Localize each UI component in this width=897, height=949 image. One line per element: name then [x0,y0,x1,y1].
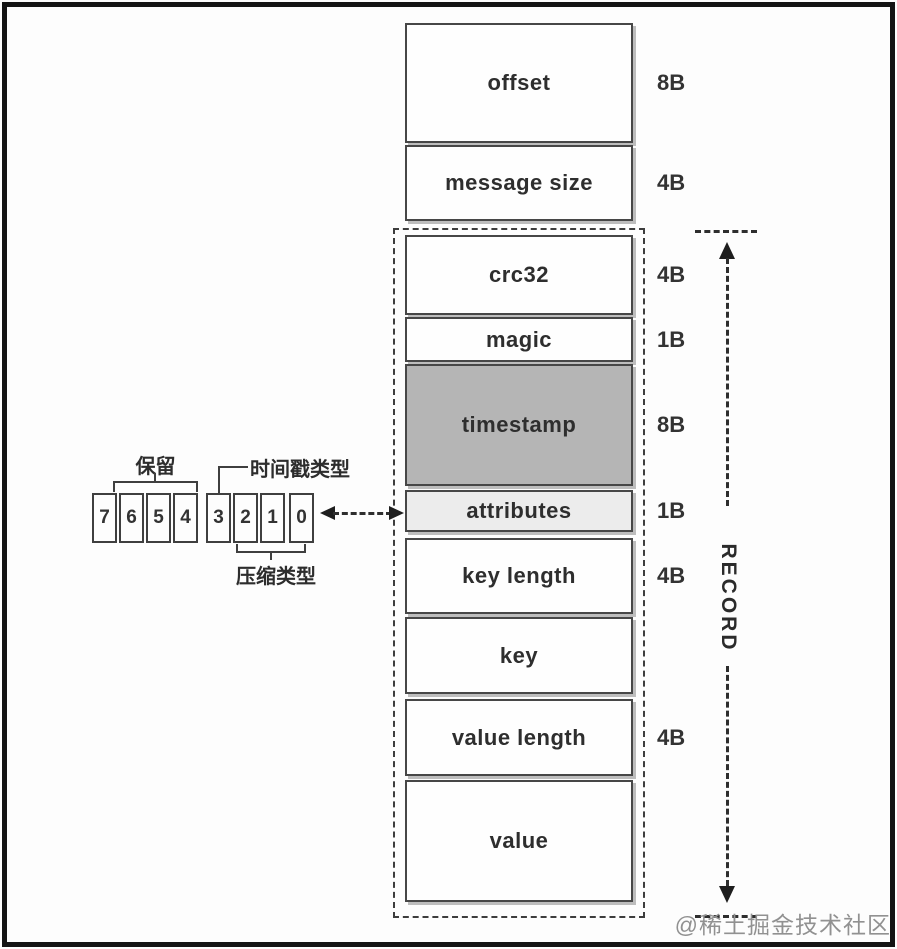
field-label: magic [485,326,553,352]
field-box-key: key [405,617,633,694]
field-row-key: key [405,617,735,694]
compression-type-label: 压缩类型 [236,566,316,588]
record-extent-bottom-tick [695,915,757,918]
field-size-label: 4B [657,170,686,195]
reserved-bits-bracket [113,481,198,492]
field-label: timestamp [461,412,577,437]
field-box-timestamp: timestamp [405,364,633,486]
field-row-message-size: message size 4B [405,145,735,221]
field-size-label: 4B [657,724,686,750]
field-box-value: value [405,780,633,902]
record-dashed-boundary [393,228,645,918]
record-extent-top-tick [695,230,757,233]
field-size-label: 4B [657,262,686,287]
field-size-label: 1B [657,326,686,352]
bit-cell-3: 3 [206,493,231,543]
field-row-value-length: value length 4B [405,699,735,776]
field-label: message size [445,170,593,195]
field-label: crc32 [488,262,549,287]
reserved-bits-label: 保留 [135,456,176,478]
record-arrow-down-icon [719,886,735,903]
field-box-crc32: crc32 [405,235,633,315]
record-arrow-upper-line [726,258,729,506]
field-row-value: value [405,780,735,902]
record-arrow-up-icon [719,242,735,259]
bit-cell-1: 1 [260,493,285,543]
field-label: key [499,642,539,668]
field-row-magic: magic 1B [405,317,735,362]
field-size-label: 1B [657,498,686,523]
field-label: key length [462,563,576,588]
field-size-label: 4B [657,563,686,588]
field-row-attributes: attributes 1B [405,490,735,532]
field-size-label: 8B [657,412,686,437]
timestamp-type-connector-line [218,466,248,495]
field-box-magic: magic [405,317,633,362]
field-box-offset: offset [405,23,633,143]
field-label: value length [451,724,587,750]
record-label: RECORD [717,543,740,653]
field-box-key-length: key length [405,538,633,614]
bits-arrow-right-icon [389,506,404,520]
field-size-label: 8B [657,70,686,95]
record-arrow-lower-line [726,666,729,886]
bit-cell-4: 4 [173,493,198,543]
bit-cell-7: 7 [92,493,117,543]
bits-to-attributes-arrow-line [333,512,392,515]
timestamp-type-label: 时间戳类型 [250,459,350,481]
reserved-bracket-tick [154,473,156,482]
bits-arrow-left-icon [320,506,335,520]
bit-cell-0: 0 [289,493,314,543]
bit-cell-6: 6 [119,493,144,543]
bit-cell-2: 2 [233,493,258,543]
field-label: value [489,828,549,853]
bit-cell-5: 5 [146,493,171,543]
field-row-crc32: crc32 4B [405,235,735,315]
field-row-key-length: key length 4B [405,538,735,614]
field-box-value-length: value length [405,699,633,776]
watermark: @稀土掘金技术社区 [674,912,891,938]
field-box-message-size: message size [405,145,633,221]
field-box-attributes: attributes [405,490,633,532]
field-label: offset [487,70,551,95]
compression-bracket-tick [270,552,272,560]
field-row-offset: offset 8B [405,23,735,143]
field-row-timestamp: timestamp 8B [405,364,735,486]
field-label: attributes [466,498,572,523]
